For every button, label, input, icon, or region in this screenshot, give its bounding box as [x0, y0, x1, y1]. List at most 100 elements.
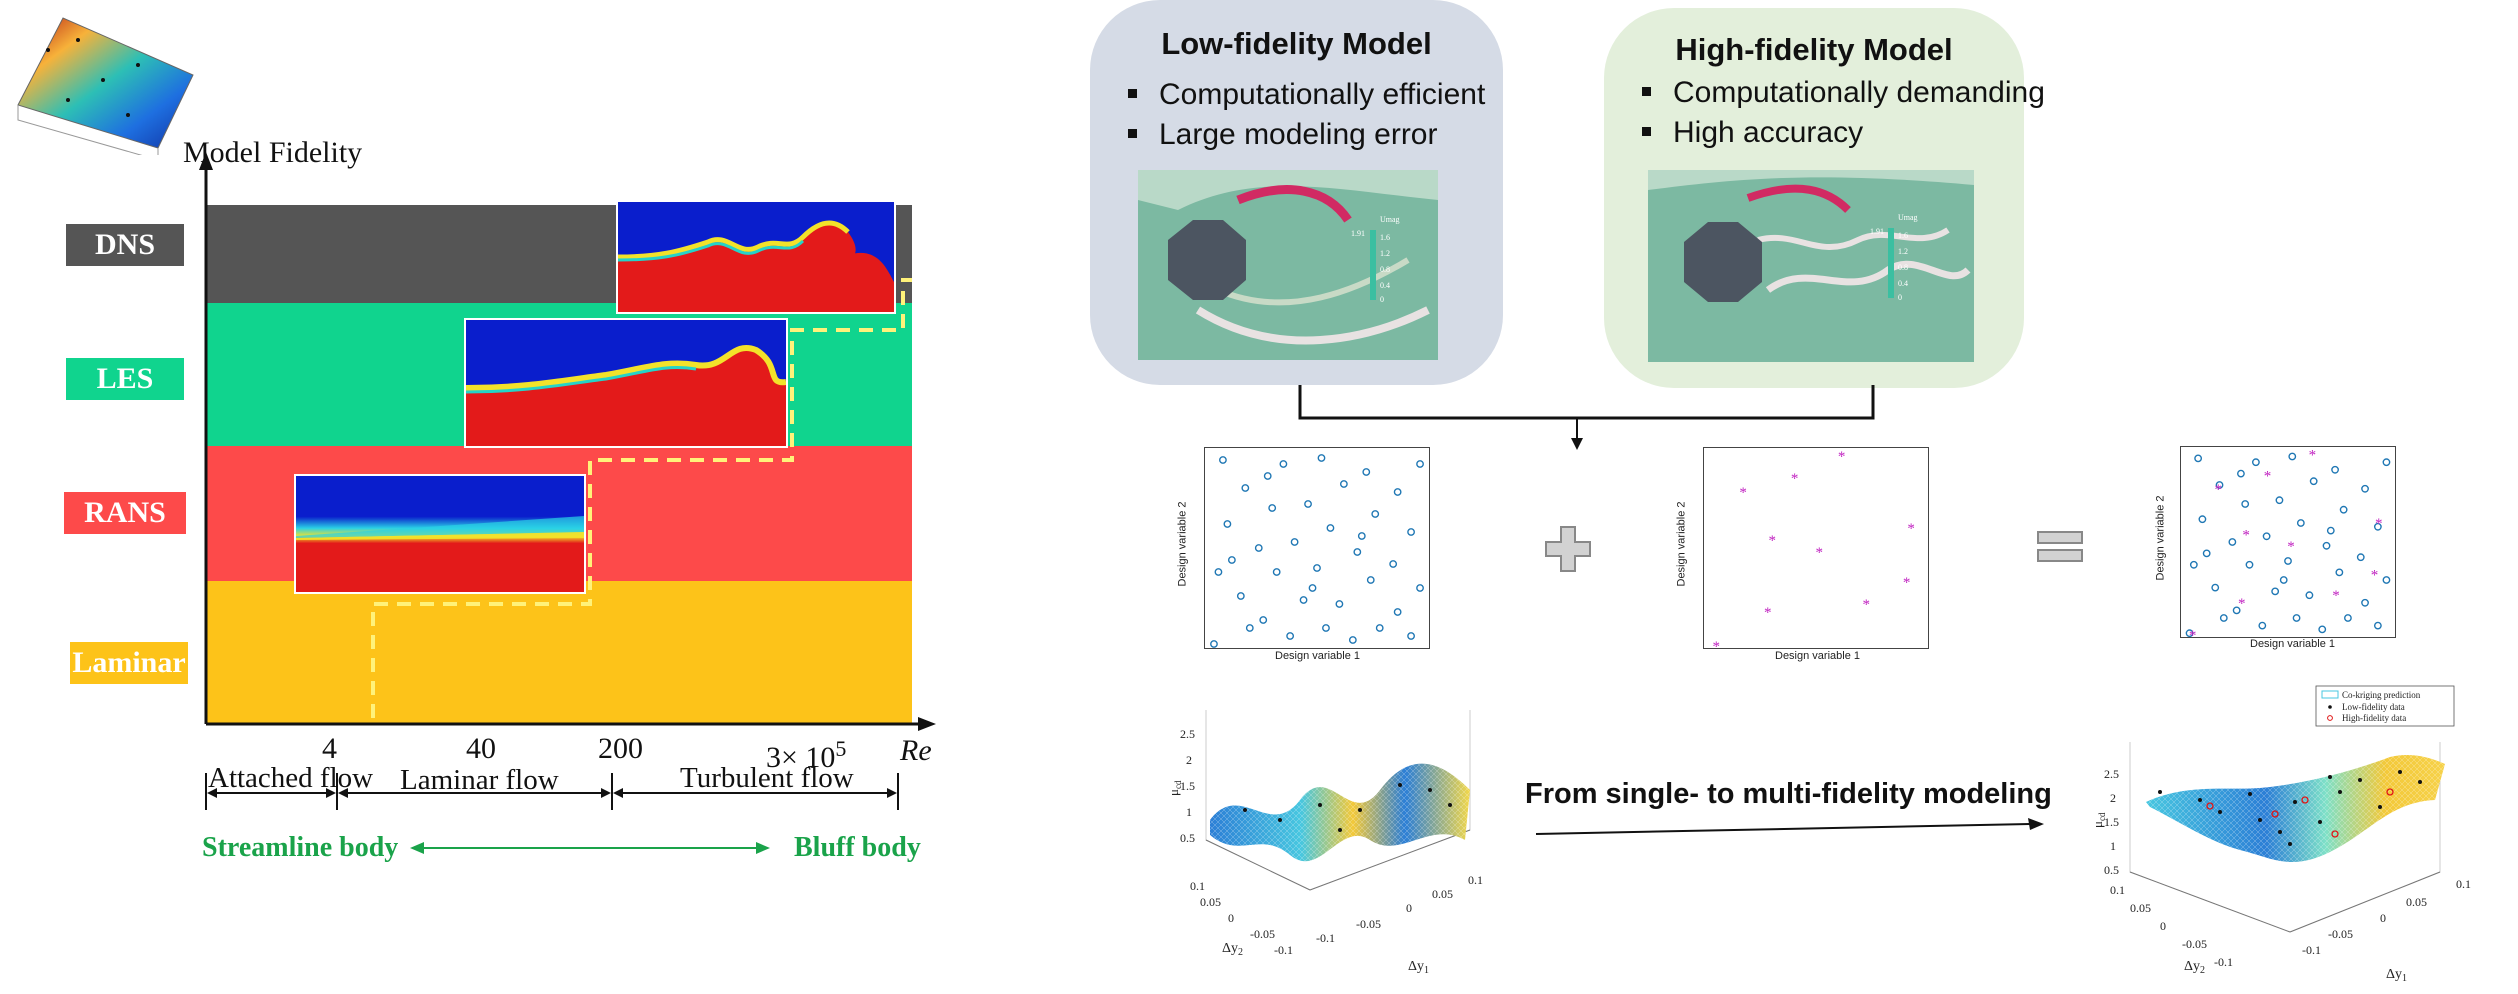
low-fidelity-box: Low-fidelity Model Computationally effic…: [1090, 0, 1503, 385]
svg-text:2.5: 2.5: [1180, 727, 1195, 741]
hf-samples-plot: * * * * * * * * * *: [1703, 447, 1929, 655]
lf-sample-point: [1279, 460, 1288, 468]
x-axis-label: Re: [900, 734, 932, 767]
lf-sample-point: [2252, 458, 2260, 467]
lf-sample-point: [2202, 549, 2211, 558]
svg-text:2: 2: [2110, 791, 2116, 805]
high-fidelity-bullet-1: Computationally demanding: [1642, 76, 2045, 110]
hf-sample-point: *: [1739, 485, 1747, 501]
lf-sample-point: [2275, 496, 2284, 505]
single-to-multi-arrow: [1535, 818, 2044, 835]
lf-sample-point: [2339, 505, 2348, 514]
lf-sample-point: [1263, 472, 1272, 480]
lf-sample-point: [2284, 557, 2292, 565]
high-fidelity-bullet-2: High accuracy: [1642, 116, 1863, 150]
fidelity-path: [371, 278, 912, 718]
lf-sample-point: [1416, 460, 1424, 468]
hf-sample-point: *: [2189, 628, 2197, 637]
tag-les: LES: [66, 358, 184, 400]
svg-text:1: 1: [2110, 839, 2116, 853]
svg-text:-0.1: -0.1: [1316, 931, 1335, 945]
svg-text:0.05: 0.05: [1432, 887, 1453, 901]
y-axis-label: Model Fidelity: [183, 136, 363, 169]
svg-text:0.1: 0.1: [1190, 879, 1205, 893]
lf-sample-point: [1326, 524, 1335, 532]
svg-text:0: 0: [1898, 293, 1902, 302]
lf-sample-point: [1389, 560, 1398, 568]
hf-sample-point: *: [2375, 516, 2383, 532]
lf-sample-point: [1241, 484, 1250, 492]
lf-sample-point: [2215, 481, 2224, 489]
surface-thumbnail: [17, 17, 194, 155]
lf-sample-point: [1214, 568, 1223, 576]
lf-cbar-label: Umag: [1380, 215, 1400, 224]
hf-plot-ylabel: Design variable 2: [1675, 501, 1688, 587]
svg-text:0.8: 0.8: [1380, 265, 1390, 274]
lf-sample-point: [2232, 606, 2241, 615]
hf-sample-point: *: [1764, 605, 1772, 621]
lf-sample-point: [1407, 528, 1415, 536]
svg-text:1.5: 1.5: [1180, 779, 1195, 793]
lf-sample-point: [1236, 592, 1245, 600]
lf-sample-point: [2228, 538, 2237, 546]
lf-sample-point: [1407, 632, 1415, 640]
hf-samples-points: * * * * * * * * * *: [1712, 449, 1914, 655]
lf-sample-point: [2241, 500, 2250, 508]
svg-text:1.2: 1.2: [1898, 247, 1908, 256]
mf-plot-ylabel: Design variable 2: [2154, 495, 2167, 581]
lf-sample-point: [1254, 544, 1263, 552]
lf-sample-point: [1416, 584, 1424, 592]
hf-sample-point: *: [1791, 471, 1799, 487]
svg-text:0: 0: [2380, 911, 2386, 925]
lf-sample-point: [1375, 624, 1384, 632]
lf-sample-point: [2326, 526, 2335, 535]
tag-rans: RANS: [64, 492, 186, 534]
hf-sample-point: *: [1712, 639, 1720, 648]
svg-text:Δy1: Δy1: [2386, 967, 2407, 984]
lf-samples-points: [1210, 454, 1424, 648]
svg-text:0.1: 0.1: [2456, 877, 2471, 891]
lf-plot-xlabel: Design variable 1: [1275, 650, 1360, 662]
mf-samples-points: * * * * * * * * * *: [2185, 448, 2391, 644]
fidelity-axes: [199, 152, 936, 854]
lf-sample-point: [1339, 480, 1348, 488]
rans-flow-image: [294, 474, 586, 594]
lf-sample-point: [2373, 621, 2382, 630]
lf-sample-point: [2189, 560, 2198, 569]
lf-sample-point: [1362, 468, 1371, 476]
svg-text:-0.05: -0.05: [1250, 927, 1275, 941]
hf-plot-xlabel: Design variable 1: [1775, 650, 1860, 662]
tag-dns: DNS: [66, 224, 184, 266]
merge-connector: [1298, 385, 1875, 450]
regime-turbulent: Turbulent flow: [680, 762, 854, 794]
svg-text:1.6: 1.6: [1380, 233, 1390, 242]
lf-sample-point: [2194, 454, 2203, 463]
hf-cbar-label: Umag: [1898, 213, 1918, 222]
svg-text:μcd: μcd: [1170, 780, 1183, 796]
svg-text:0.4: 0.4: [1380, 281, 1390, 290]
lf-sample-point: [2361, 484, 2369, 493]
lf-sample-point: [1259, 616, 1268, 624]
hf-sample-point: *: [2371, 567, 2379, 583]
low-fidelity-bullet-1: Computationally efficient: [1128, 78, 1485, 112]
lf-sample-point: [2382, 576, 2391, 584]
hf-sample-point: *: [2242, 527, 2250, 543]
svg-text:1.2: 1.2: [1380, 249, 1390, 258]
lf-sample-point: [1322, 624, 1330, 632]
low-fidelity-title: Low-fidelity Model: [1161, 26, 1432, 61]
svg-text:2.5: 2.5: [2104, 767, 2119, 781]
lf-sample-point: [1219, 456, 1227, 464]
re-tick-40: 40: [466, 732, 496, 765]
svg-text:1.6: 1.6: [1898, 231, 1908, 240]
high-fidelity-title: High-fidelity Model: [1675, 32, 1953, 67]
svg-text:-0.05: -0.05: [1356, 917, 1381, 931]
lf-sample-point: [2322, 541, 2331, 550]
hf-sample-point: *: [2264, 469, 2272, 485]
svg-text:-0.05: -0.05: [2182, 937, 2207, 951]
hf-sample-point: *: [2309, 448, 2317, 464]
svg-text:Δy1: Δy1: [1408, 959, 1429, 976]
svg-text:-0.1: -0.1: [2302, 943, 2321, 957]
re-tick-3e5: 3× 105: [766, 736, 847, 774]
lf-sample-point: [1299, 596, 1308, 604]
lf-sample-point: [1335, 600, 1344, 608]
